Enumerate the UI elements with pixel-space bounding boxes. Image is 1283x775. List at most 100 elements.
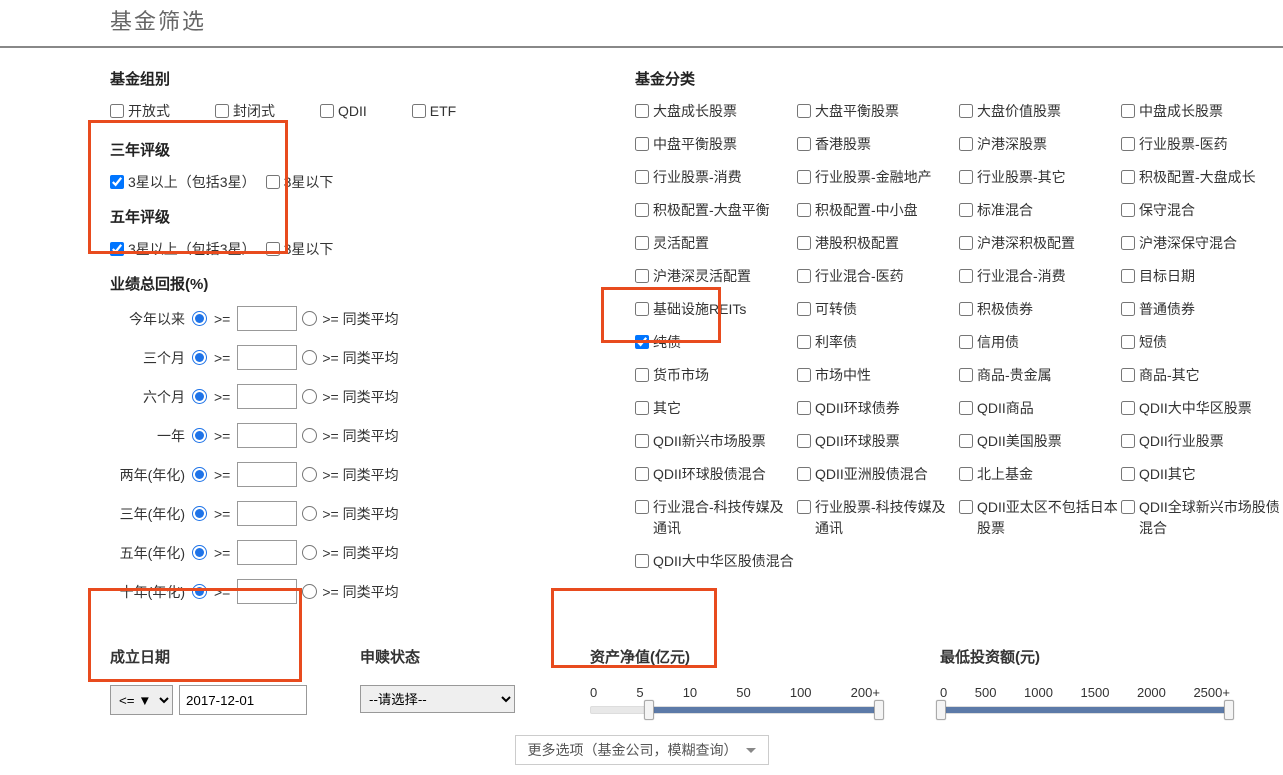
cat-checkbox-49[interactable] xyxy=(797,500,811,514)
cat-checkbox-25[interactable] xyxy=(797,302,811,316)
cat-checkbox-52[interactable] xyxy=(635,554,649,568)
cat-checkbox-23[interactable] xyxy=(1121,269,1135,283)
cat-checkbox-8[interactable] xyxy=(635,170,649,184)
rating3-low-checkbox[interactable] xyxy=(266,175,280,189)
cat-checkbox-1[interactable] xyxy=(797,104,811,118)
return-avg-radio-0[interactable] xyxy=(302,311,317,326)
return-ge-radio-0[interactable] xyxy=(192,311,207,326)
cat-checkbox-0[interactable] xyxy=(635,104,649,118)
cat-checkbox-40[interactable] xyxy=(635,434,649,448)
more-options-button[interactable]: 更多选项（基金公司，模糊查询） xyxy=(515,735,769,765)
cat-checkbox-5[interactable] xyxy=(797,137,811,151)
return-avg-radio-7[interactable] xyxy=(302,584,317,599)
cat-checkbox-14[interactable] xyxy=(959,203,973,217)
mininvest-slider-handle-left[interactable] xyxy=(936,700,946,720)
return-ge-radio-5[interactable] xyxy=(192,506,207,521)
return-input-5[interactable] xyxy=(237,501,297,526)
etf-label: ETF xyxy=(430,103,456,119)
cat-checkbox-7[interactable] xyxy=(1121,137,1135,151)
return-input-1[interactable] xyxy=(237,345,297,370)
return-avg-radio-5[interactable] xyxy=(302,506,317,521)
cat-checkbox-27[interactable] xyxy=(1121,302,1135,316)
cat-checkbox-19[interactable] xyxy=(1121,236,1135,250)
rating5-low-checkbox[interactable] xyxy=(266,242,280,256)
cat-checkbox-43[interactable] xyxy=(1121,434,1135,448)
cat-checkbox-28[interactable] xyxy=(635,335,649,349)
cat-checkbox-24[interactable] xyxy=(635,302,649,316)
cat-checkbox-10[interactable] xyxy=(959,170,973,184)
cat-checkbox-45[interactable] xyxy=(797,467,811,481)
cat-checkbox-20[interactable] xyxy=(635,269,649,283)
cat-checkbox-32[interactable] xyxy=(635,368,649,382)
return-avg-radio-1[interactable] xyxy=(302,350,317,365)
cat-checkbox-30[interactable] xyxy=(959,335,973,349)
cat-checkbox-50[interactable] xyxy=(959,500,973,514)
inception-op-select[interactable]: <= ▼ xyxy=(110,685,173,715)
cat-checkbox-51[interactable] xyxy=(1121,500,1135,514)
return-ge-label-5: >= xyxy=(214,506,230,522)
cat-label-16: 灵活配置 xyxy=(653,233,709,254)
qdii-checkbox[interactable] xyxy=(320,104,334,118)
return-ge-radio-4[interactable] xyxy=(192,467,207,482)
return-input-4[interactable] xyxy=(237,462,297,487)
cat-checkbox-35[interactable] xyxy=(1121,368,1135,382)
cat-checkbox-36[interactable] xyxy=(635,401,649,415)
return-avg-label-1: >= 同类平均 xyxy=(322,348,398,368)
rating3-high-checkbox[interactable] xyxy=(110,175,124,189)
cat-checkbox-47[interactable] xyxy=(1121,467,1135,481)
return-input-6[interactable] xyxy=(237,540,297,565)
cat-checkbox-39[interactable] xyxy=(1121,401,1135,415)
cat-checkbox-13[interactable] xyxy=(797,203,811,217)
cat-checkbox-9[interactable] xyxy=(797,170,811,184)
return-avg-radio-6[interactable] xyxy=(302,545,317,560)
cat-checkbox-21[interactable] xyxy=(797,269,811,283)
return-avg-radio-2[interactable] xyxy=(302,389,317,404)
mininvest-slider[interactable]: 05001000150020002500+ xyxy=(940,685,1230,714)
return-input-0[interactable] xyxy=(237,306,297,331)
cat-checkbox-33[interactable] xyxy=(797,368,811,382)
mininvest-slider-handle-right[interactable] xyxy=(1224,700,1234,720)
cat-checkbox-48[interactable] xyxy=(635,500,649,514)
cat-checkbox-22[interactable] xyxy=(959,269,973,283)
return-ge-radio-7[interactable] xyxy=(192,584,207,599)
cat-checkbox-3[interactable] xyxy=(1121,104,1135,118)
cat-checkbox-26[interactable] xyxy=(959,302,973,316)
return-avg-radio-4[interactable] xyxy=(302,467,317,482)
cat-checkbox-34[interactable] xyxy=(959,368,973,382)
return-input-7[interactable] xyxy=(237,579,297,604)
cat-checkbox-18[interactable] xyxy=(959,236,973,250)
cat-checkbox-46[interactable] xyxy=(959,467,973,481)
cat-checkbox-31[interactable] xyxy=(1121,335,1135,349)
nav-slider-handle-left[interactable] xyxy=(644,700,654,720)
cat-checkbox-38[interactable] xyxy=(959,401,973,415)
cat-checkbox-44[interactable] xyxy=(635,467,649,481)
return-input-3[interactable] xyxy=(237,423,297,448)
cat-checkbox-42[interactable] xyxy=(959,434,973,448)
inception-date-input[interactable] xyxy=(179,685,307,715)
rating5-high-checkbox[interactable] xyxy=(110,242,124,256)
cat-checkbox-15[interactable] xyxy=(1121,203,1135,217)
closed-checkbox[interactable] xyxy=(215,104,229,118)
return-input-2[interactable] xyxy=(237,384,297,409)
etf-checkbox[interactable] xyxy=(412,104,426,118)
open-checkbox[interactable] xyxy=(110,104,124,118)
cat-checkbox-11[interactable] xyxy=(1121,170,1135,184)
cat-checkbox-17[interactable] xyxy=(797,236,811,250)
return-ge-radio-3[interactable] xyxy=(192,428,207,443)
cat-checkbox-29[interactable] xyxy=(797,335,811,349)
cat-checkbox-6[interactable] xyxy=(959,137,973,151)
return-ge-radio-2[interactable] xyxy=(192,389,207,404)
cat-checkbox-37[interactable] xyxy=(797,401,811,415)
cat-checkbox-12[interactable] xyxy=(635,203,649,217)
cat-checkbox-16[interactable] xyxy=(635,236,649,250)
status-select[interactable]: --请选择-- xyxy=(360,685,515,713)
return-ge-radio-6[interactable] xyxy=(192,545,207,560)
cat-checkbox-4[interactable] xyxy=(635,137,649,151)
nav-slider[interactable]: 051050100200+ xyxy=(590,685,880,714)
return-ge-radio-1[interactable] xyxy=(192,350,207,365)
return-avg-radio-3[interactable] xyxy=(302,428,317,443)
cat-checkbox-41[interactable] xyxy=(797,434,811,448)
cat-checkbox-2[interactable] xyxy=(959,104,973,118)
return-ge-label-6: >= xyxy=(214,545,230,561)
nav-slider-handle-right[interactable] xyxy=(874,700,884,720)
